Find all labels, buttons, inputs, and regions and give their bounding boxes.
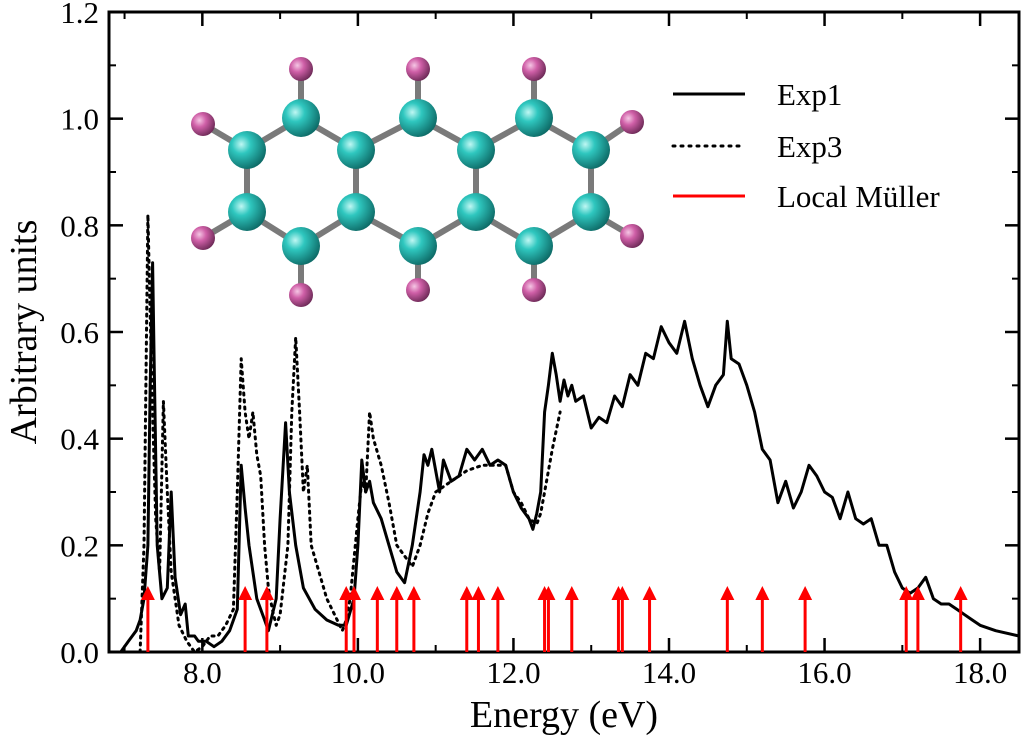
local-muller-marker — [564, 586, 579, 652]
local-muller-marker — [755, 586, 770, 652]
series-layer — [119, 213, 1019, 652]
local-muller-marker — [642, 586, 657, 652]
carbon-atom — [399, 227, 437, 265]
local-muller-marker — [720, 586, 735, 652]
y-tick-label: 0.6 — [60, 315, 99, 350]
hydrogen-atom — [406, 57, 430, 81]
y-tick-label: 1.2 — [60, 0, 99, 30]
legend-label-local-muller: Local Müller — [777, 179, 940, 214]
carbon-atom — [228, 131, 266, 169]
hydrogen-atom — [522, 57, 546, 81]
series-line-exp3 — [138, 213, 562, 652]
y-axis-title: Arbitrary units — [3, 220, 45, 445]
hydrogen-atom — [289, 283, 313, 307]
carbon-atom — [399, 99, 437, 137]
carbon-atom — [457, 193, 495, 231]
y-tick-label: 0.2 — [60, 528, 99, 563]
carbon-atom — [282, 227, 320, 265]
local-muller-marker — [899, 586, 914, 652]
local-muller-marker — [140, 586, 155, 652]
x-tick-label: 12.0 — [486, 655, 540, 690]
carbon-atom — [457, 131, 495, 169]
local-muller-marker — [389, 586, 404, 652]
local-muller-marker — [459, 586, 474, 652]
x-axis-title: Energy (eV) — [470, 694, 658, 736]
carbon-atom — [282, 99, 320, 137]
local-muller-marker — [953, 586, 968, 652]
y-tick-label: 0.0 — [60, 635, 99, 670]
hydrogen-atom — [406, 278, 430, 302]
plot-frame — [107, 10, 1021, 654]
local-muller-marker — [238, 586, 253, 652]
local-muller-marker — [490, 586, 505, 652]
carbon-atom — [572, 131, 610, 169]
x-tick-label: 18.0 — [953, 655, 1007, 690]
local-muller-marker — [798, 586, 813, 652]
hydrogen-atom — [289, 57, 313, 81]
hydrogen-atom — [522, 278, 546, 302]
carbon-atom — [228, 193, 266, 231]
carbon-atom — [572, 193, 610, 231]
x-tick-label: 10.0 — [331, 655, 385, 690]
hydrogen-atom — [191, 226, 215, 250]
local-muller-marker — [259, 586, 274, 652]
carbon-atom — [337, 193, 375, 231]
x-tick-label: 16.0 — [797, 655, 851, 690]
x-tick-label: 14.0 — [642, 655, 696, 690]
molecule-inset — [191, 57, 644, 307]
markers-layer — [140, 586, 968, 652]
x-tick-label: 8.0 — [183, 655, 222, 690]
local-muller-marker — [471, 586, 486, 652]
legend-label-exp1: Exp1 — [777, 77, 842, 112]
legend: Exp1 Exp3 Local Müller — [671, 77, 940, 214]
carbon-atom — [515, 99, 553, 137]
local-muller-marker — [910, 586, 925, 652]
y-tick-label: 0.4 — [60, 422, 99, 457]
hydrogen-atom — [620, 110, 644, 134]
local-muller-marker — [406, 586, 421, 652]
carbon-atom — [337, 131, 375, 169]
carbon-atom — [515, 227, 553, 265]
local-muller-marker — [347, 586, 361, 652]
local-muller-marker — [541, 586, 556, 652]
local-muller-marker — [370, 586, 385, 652]
y-tick-label: 0.8 — [60, 208, 99, 243]
hydrogen-atom — [620, 224, 644, 248]
local-muller-marker — [615, 586, 630, 652]
series-line-exp1 — [119, 261, 1019, 652]
legend-label-exp3: Exp3 — [777, 129, 842, 164]
y-tick-label: 1.0 — [60, 102, 99, 137]
axes: 8.0 10.0 12.0 14.0 16.0 18.0 0.0 0.2 0.4 0.6 0.8 1.… — [60, 0, 1021, 690]
hydrogen-atom — [191, 112, 215, 136]
